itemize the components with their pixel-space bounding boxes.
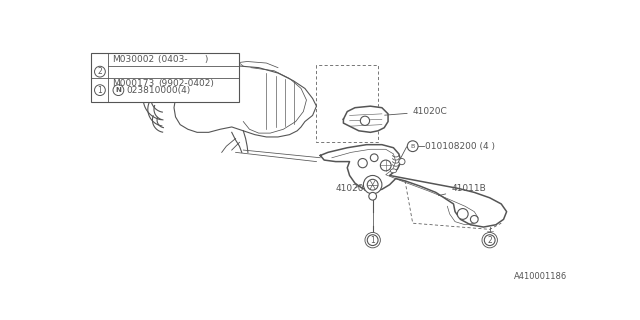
Text: 1: 1 xyxy=(371,236,375,245)
Circle shape xyxy=(407,141,418,152)
Circle shape xyxy=(482,232,497,248)
Text: (0403-      ): (0403- ) xyxy=(159,55,209,64)
Polygon shape xyxy=(344,106,388,132)
Text: 2: 2 xyxy=(487,236,492,245)
Polygon shape xyxy=(320,145,507,227)
Circle shape xyxy=(365,232,380,248)
Text: N: N xyxy=(115,87,122,93)
Text: 2: 2 xyxy=(97,67,102,76)
Text: (9902-0402): (9902-0402) xyxy=(159,79,214,89)
Circle shape xyxy=(484,235,495,245)
Circle shape xyxy=(358,158,367,168)
Circle shape xyxy=(360,116,369,125)
Circle shape xyxy=(95,66,106,77)
Text: 41011B: 41011B xyxy=(438,184,486,196)
Circle shape xyxy=(470,215,478,223)
Circle shape xyxy=(380,160,391,171)
Text: 010108200 (4 ): 010108200 (4 ) xyxy=(425,142,495,151)
Circle shape xyxy=(371,154,378,162)
Circle shape xyxy=(369,192,376,200)
Circle shape xyxy=(367,235,378,245)
Text: 023810000(4): 023810000(4) xyxy=(126,86,190,95)
Text: A410001186: A410001186 xyxy=(513,272,566,281)
Text: M030002: M030002 xyxy=(112,55,154,64)
Circle shape xyxy=(458,209,468,219)
Circle shape xyxy=(399,158,405,165)
Text: 1: 1 xyxy=(97,86,102,95)
Ellipse shape xyxy=(390,169,397,173)
Bar xyxy=(92,53,239,102)
Circle shape xyxy=(367,179,378,190)
Text: 41020C: 41020C xyxy=(385,107,447,116)
Text: 41020F: 41020F xyxy=(336,184,369,193)
Circle shape xyxy=(95,85,106,96)
Text: B: B xyxy=(411,144,415,149)
Circle shape xyxy=(364,175,382,194)
Circle shape xyxy=(113,85,124,96)
Text: M000173: M000173 xyxy=(112,79,154,89)
